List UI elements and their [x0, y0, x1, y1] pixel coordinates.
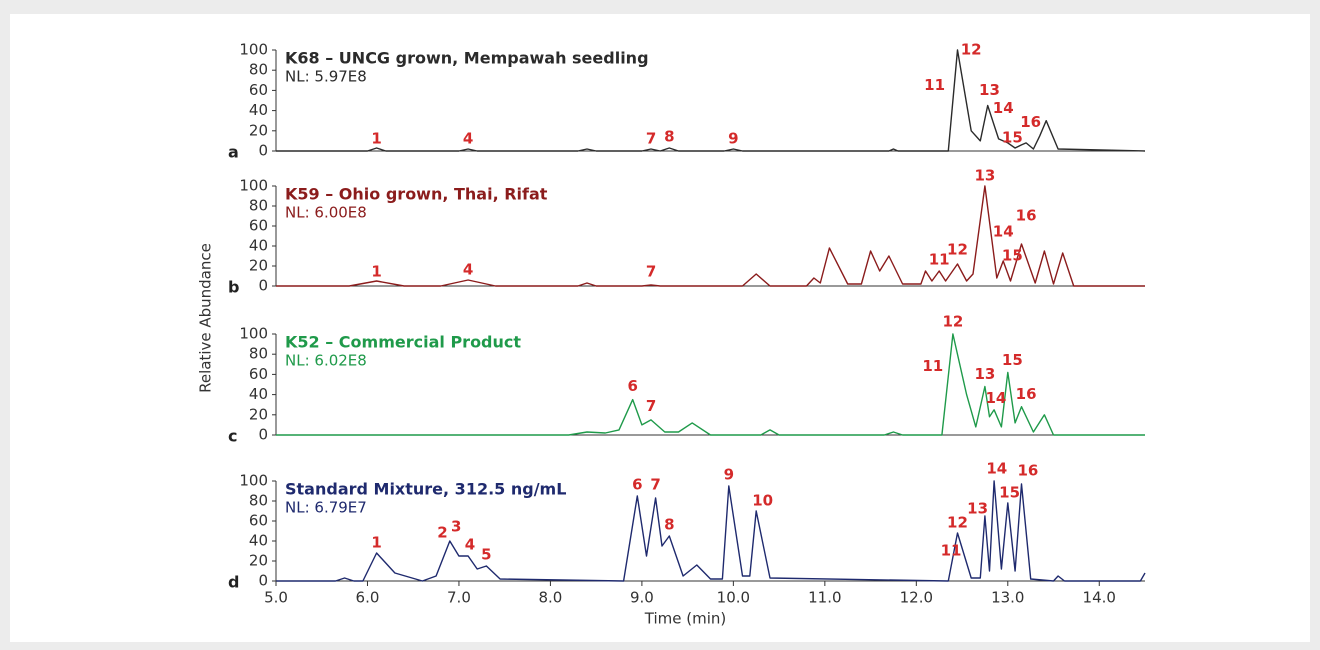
peak-label: 11: [924, 76, 945, 94]
peak-label: 15: [999, 484, 1020, 502]
peak-label: 4: [465, 536, 475, 554]
y-tick-label: 80: [249, 492, 268, 510]
peak-label: 7: [646, 263, 656, 281]
peak-label: 14: [993, 99, 1014, 117]
panel-background: [10, 14, 1310, 642]
peak-label: 13: [979, 81, 1000, 99]
y-tick-label: 40: [249, 532, 268, 550]
x-axis-title: Time (min): [644, 610, 726, 628]
peak-label: 14: [986, 460, 1007, 478]
peak-label: 13: [974, 167, 995, 185]
peak-label: 16: [1016, 207, 1037, 225]
peak-label: 1: [371, 263, 381, 281]
peak-label: 10: [752, 492, 773, 510]
peak-label: 11: [941, 542, 962, 560]
y-tick-label: 60: [249, 81, 268, 99]
panel-subtitle: NL: 6.00E8: [285, 204, 367, 222]
y-tick-label: 0: [258, 572, 268, 590]
peak-label: 4: [463, 129, 473, 147]
y-tick-label: 0: [258, 142, 268, 160]
y-tick-label: 20: [249, 405, 268, 423]
peak-label: 16: [1017, 462, 1038, 480]
x-tick-label: 12.0: [900, 589, 933, 607]
panel-subtitle: NL: 6.02E8: [285, 352, 367, 370]
y-tick-label: 80: [249, 61, 268, 79]
chromatogram-line: [276, 480, 1146, 582]
panel-subtitle: NL: 6.79E7: [285, 499, 367, 517]
x-tick-label: 13.0: [991, 589, 1024, 607]
panel-label: a: [228, 143, 239, 162]
peak-label: 13: [974, 365, 995, 383]
x-tick-label: 14.0: [1083, 589, 1116, 607]
x-tick-label: 7.0: [447, 589, 471, 607]
peak-label: 9: [724, 466, 734, 484]
peak-label: 13: [967, 500, 988, 518]
y-tick-label: 100: [239, 41, 268, 59]
peak-label: 9: [728, 129, 738, 147]
y-tick-label: 60: [249, 217, 268, 235]
y-tick-label: 60: [249, 365, 268, 383]
peak-label: 7: [646, 397, 656, 415]
y-tick-label: 20: [249, 257, 268, 275]
y-tick-label: 40: [249, 237, 268, 255]
x-tick-label: 9.0: [630, 589, 654, 607]
peak-label: 7: [650, 476, 660, 494]
y-tick-label: 40: [249, 385, 268, 403]
x-tick-label: 6.0: [356, 589, 380, 607]
y-tick-label: 60: [249, 512, 268, 530]
peak-label: 7: [646, 129, 656, 147]
peak-label: 11: [922, 357, 943, 375]
peak-label: 1: [371, 534, 381, 552]
y-axis-title: Relative Abundance: [197, 243, 215, 393]
peak-label: 15: [1002, 351, 1023, 369]
peak-label: 4: [463, 261, 473, 279]
y-tick-label: 20: [249, 552, 268, 570]
panel-label: d: [228, 573, 239, 592]
x-tick-label: 5.0: [264, 589, 288, 607]
peak-label: 3: [451, 518, 461, 536]
y-tick-label: 100: [239, 325, 268, 343]
peak-label: 5: [481, 546, 491, 564]
panel-title: Standard Mixture, 312.5 ng/mL: [285, 480, 566, 499]
peak-label: 6: [632, 476, 642, 494]
peak-label: 2: [437, 524, 447, 542]
y-tick-label: 100: [239, 472, 268, 490]
y-tick-label: 100: [239, 177, 268, 195]
x-tick-label: 8.0: [538, 589, 562, 607]
peak-label: 6: [628, 377, 638, 395]
panel-title: K52 – Commercial Product: [285, 333, 521, 352]
panel-title: K59 – Ohio grown, Thai, Rifat: [285, 185, 548, 204]
panel-label: b: [228, 278, 239, 297]
peak-label: 8: [664, 127, 674, 145]
x-tick-label: 11.0: [808, 589, 841, 607]
chromatogram-line: [276, 333, 1145, 436]
x-tick-label: 10.0: [717, 589, 750, 607]
y-tick-label: 80: [249, 197, 268, 215]
peak-label: 15: [1002, 247, 1023, 265]
peak-label: 12: [947, 514, 968, 532]
panel-subtitle: NL: 5.97E8: [285, 68, 367, 86]
panel-label: c: [228, 427, 237, 446]
peak-label: 16: [1016, 385, 1037, 403]
chromatogram-line: [276, 49, 1146, 152]
peak-label: 8: [664, 516, 674, 534]
peak-label: 12: [961, 41, 982, 59]
y-tick-label: 0: [258, 277, 268, 295]
y-tick-label: 0: [258, 426, 268, 444]
peak-label: 12: [942, 312, 963, 330]
panel-title: K68 – UNCG grown, Mempawah seedling: [285, 49, 649, 68]
peak-label: 11: [929, 251, 950, 269]
peak-label: 16: [1020, 113, 1041, 131]
peak-label: 14: [993, 223, 1014, 241]
chromatogram-line: [276, 185, 1145, 287]
peak-label: 12: [947, 241, 968, 259]
y-tick-label: 20: [249, 121, 268, 139]
y-tick-label: 40: [249, 101, 268, 119]
y-tick-label: 80: [249, 345, 268, 363]
peak-label: 1: [371, 129, 381, 147]
peak-label: 14: [985, 389, 1006, 407]
peak-label: 15: [1002, 128, 1023, 146]
